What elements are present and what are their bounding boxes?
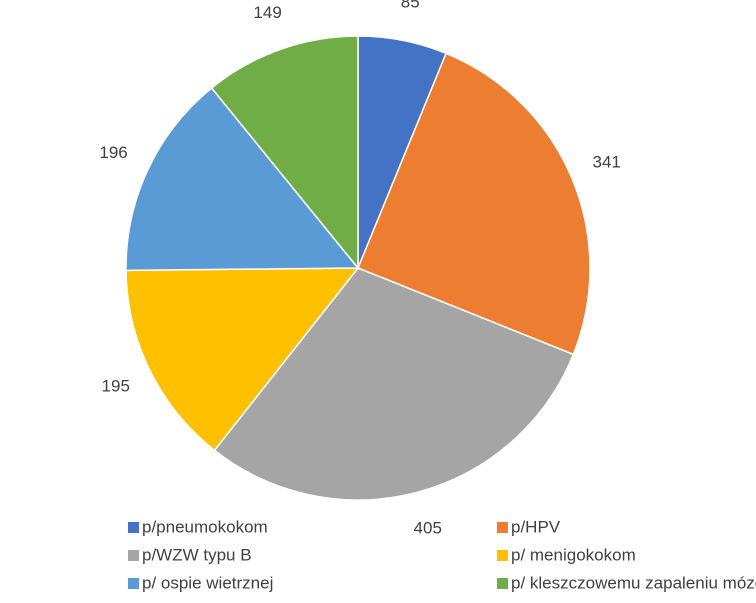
pie-slice [357,52,591,356]
legend-label: p/WZW typu B [142,545,252,564]
legend-label: p/ kleszczowemu zapaleniu mózgu [511,573,756,592]
legend-swatch [497,522,508,533]
legend-swatch [128,522,139,533]
pie-slice [210,35,359,271]
pie-slice [125,86,360,272]
legend-label: p/ ospie wietrznej [142,573,273,592]
legend-label: p/ menigokokom [511,545,636,564]
data-label: 341 [593,152,621,171]
legend-label: p/HPV [511,517,561,536]
data-label: 196 [99,143,127,162]
legend-swatch [128,550,139,561]
legend-swatch [128,578,139,589]
legend-swatch [497,578,508,589]
data-label: 405 [414,518,442,537]
pie-slice [213,267,575,501]
data-label: 85 [401,0,420,12]
legend-swatch [497,550,508,561]
data-label: 195 [102,377,130,396]
pie-slice [125,267,360,452]
data-label: 149 [253,3,281,22]
legend-label: p/pneumokokom [142,517,268,536]
